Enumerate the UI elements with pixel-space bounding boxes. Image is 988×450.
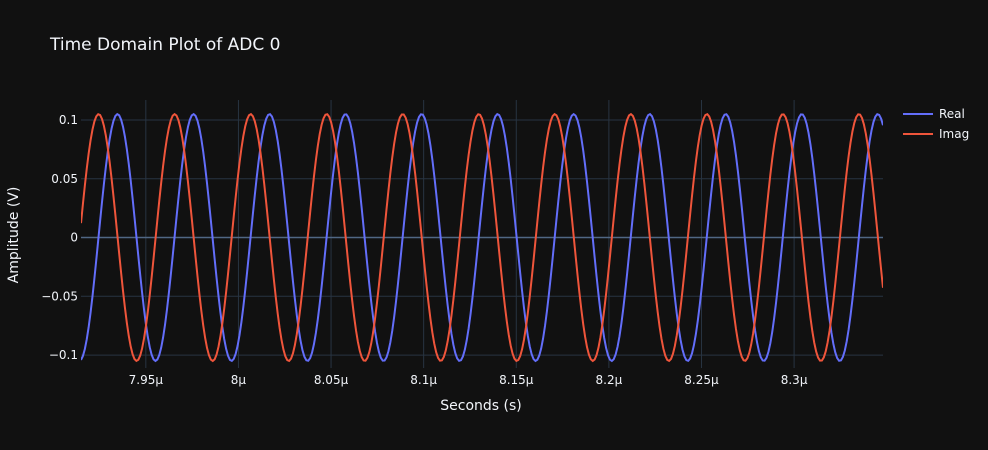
x-tick-label: 8.05μ <box>314 373 349 387</box>
x-axis-ticks: 7.95μ 8μ 8.05μ 8.1μ 8.15μ 8.2μ 8.25μ 8.3μ <box>129 373 808 387</box>
x-tick-label: 7.95μ <box>129 373 164 387</box>
y-tick-label: −0.1 <box>49 348 78 362</box>
series-line-real[interactable] <box>81 112 883 363</box>
x-tick-label: 8μ <box>231 373 247 387</box>
legend-label: Real <box>939 107 965 121</box>
y-tick-label: 0.05 <box>51 172 78 186</box>
x-tick-label: 8.3μ <box>781 373 808 387</box>
x-tick-label: 8.2μ <box>596 373 623 387</box>
y-axis-ticks: 0.1 0.05 0 −0.05 −0.1 <box>41 113 78 362</box>
x-tick-label: 8.15μ <box>499 373 534 387</box>
legend[interactable]: Real Imag <box>903 107 969 141</box>
y-tick-label: −0.05 <box>41 289 78 303</box>
chart-title: Time Domain Plot of ADC 0 <box>49 35 280 55</box>
x-axis-title: Seconds (s) <box>440 398 521 414</box>
x-tick-label: 8.1μ <box>410 373 437 387</box>
legend-label: Imag <box>939 127 969 141</box>
x-tick-label: 8.25μ <box>684 373 719 387</box>
legend-item-real[interactable]: Real <box>903 107 965 121</box>
y-axis-title: Amplitude (V) <box>6 187 22 284</box>
y-tick-label: 0.1 <box>59 113 78 127</box>
y-tick-label: 0 <box>70 231 78 245</box>
series-line-imag[interactable] <box>81 112 883 363</box>
plot-area[interactable] <box>81 112 883 363</box>
legend-item-imag[interactable]: Imag <box>903 127 969 141</box>
